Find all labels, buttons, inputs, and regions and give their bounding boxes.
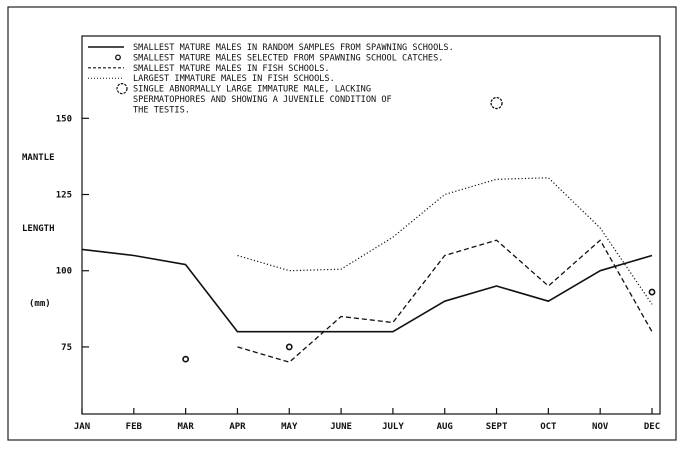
y-tick-label: 75 bbox=[61, 343, 72, 353]
legend-entry-text: SMALLEST MATURE MALES IN RANDOM SAMPLES … bbox=[133, 43, 454, 53]
x-axis-ticks: JAN FEB MAR APR MAY JUNE JULY AUG SEPT OCT NOV DEC bbox=[74, 408, 660, 432]
y-tick-label: 125 bbox=[56, 191, 72, 201]
y-tick-label: 100 bbox=[56, 267, 72, 277]
legend-entry-text: THE TESTIS. bbox=[133, 105, 190, 115]
series-line-largest-immature-fish-schools bbox=[237, 177, 653, 305]
x-tick-label: MAR bbox=[178, 422, 195, 432]
x-tick-label: OCT bbox=[540, 422, 557, 432]
point-marker-abnormal-large-immature bbox=[490, 96, 503, 110]
x-tick-label: MAY bbox=[281, 422, 298, 432]
point-marker-smallest-mature-selected bbox=[182, 355, 190, 363]
y-axis-label-line: (mm) bbox=[29, 299, 51, 309]
points-layer bbox=[182, 96, 656, 363]
legend-swatch bbox=[116, 82, 128, 95]
legend-entry-text: SPERMATOPHORES AND SHOWING A JUVENILE CO… bbox=[133, 95, 392, 105]
y-axis-ticks: 75 100 125 150 bbox=[56, 114, 89, 353]
x-tick-label: DEC bbox=[644, 422, 660, 432]
y-axis-label-line: MANTLE bbox=[22, 153, 55, 163]
x-tick-label: SEPT bbox=[486, 422, 508, 432]
x-tick-label: JULY bbox=[382, 422, 404, 432]
x-tick-label: FEB bbox=[126, 422, 143, 432]
x-tick-label: AUG bbox=[437, 422, 453, 432]
y-axis-label-line: LENGTH bbox=[22, 224, 55, 234]
x-tick-label: JUNE bbox=[330, 422, 352, 432]
figure-frame bbox=[7, 6, 677, 441]
x-tick-label: NOV bbox=[592, 422, 609, 432]
point-marker-smallest-mature-selected bbox=[648, 288, 656, 296]
x-tick-label: JAN bbox=[74, 422, 90, 432]
legend-entry-text: SMALLEST MATURE MALES IN FISH SCHOOLS. bbox=[133, 64, 330, 74]
legend-entry-text: SINGLE ABNORMALLY LARGE IMMATURE MALE, L… bbox=[133, 85, 371, 95]
plot-area-frame bbox=[81, 35, 661, 415]
series-line-smallest-mature-fish-schools bbox=[237, 239, 653, 363]
legend: SMALLEST MATURE MALES IN RANDOM SAMPLES … bbox=[88, 43, 454, 115]
legend-swatch bbox=[115, 54, 121, 61]
legend-entry-text: SMALLEST MATURE MALES SELECTED FROM SPAW… bbox=[133, 53, 443, 63]
legend-entry-text: LARGEST IMMATURE MALES IN FISH SCHOOLS. bbox=[133, 74, 335, 84]
y-tick-label: 150 bbox=[56, 114, 72, 124]
point-marker-smallest-mature-selected bbox=[285, 343, 293, 351]
series-line-smallest-mature-random bbox=[81, 248, 653, 333]
y-axis-label: MANTLE LENGTH (mm) bbox=[22, 153, 55, 309]
x-tick-label: APR bbox=[229, 422, 246, 432]
series-layer bbox=[81, 177, 653, 363]
